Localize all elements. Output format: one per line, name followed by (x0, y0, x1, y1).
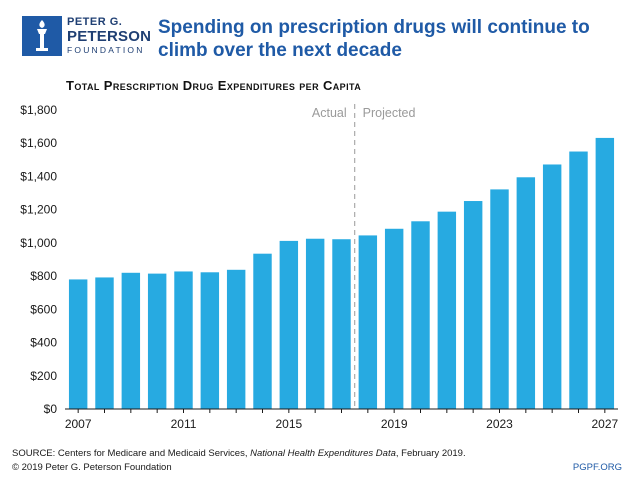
y-tick-label: $200 (30, 369, 57, 383)
y-tick-label: $800 (30, 269, 57, 283)
x-tick-label: 2007 (65, 417, 92, 431)
logo-line-1: PETER G. (67, 16, 123, 28)
copyright: © 2019 Peter G. Peterson Foundation (12, 462, 172, 473)
y-tick-label: $600 (30, 302, 57, 316)
logo: PETER G. PETERSON FOUNDATION (22, 16, 152, 58)
y-tick-label: $1,600 (20, 136, 57, 150)
bar-2017 (332, 239, 351, 409)
y-tick-label: $1,200 (20, 203, 57, 217)
x-tick-label: 2023 (486, 417, 513, 431)
source-title: National Health Expenditures Data (250, 448, 396, 459)
source-note: SOURCE: Centers for Medicare and Medicai… (12, 448, 466, 459)
bar-2008 (95, 277, 114, 409)
bar-2010 (147, 273, 167, 409)
x-tick-label: 2015 (275, 417, 302, 431)
x-tick-label: 2011 (171, 417, 197, 431)
bar-2024 (516, 177, 536, 409)
y-tick-label: $1,800 (20, 103, 57, 117)
actual-label: Actual (312, 106, 347, 120)
y-tick-label: $1,400 (20, 169, 57, 183)
chart-title: Total Prescription Drug Expenditures per… (66, 78, 362, 93)
bar-2009 (121, 272, 141, 409)
headline: Spending on prescription drugs will cont… (158, 17, 590, 61)
y-tick-label: $400 (30, 336, 57, 350)
logo-line-2: PETERSON (67, 28, 152, 45)
bar-2023 (490, 189, 509, 409)
bar-chart: $0 $200 $400 $600 $800 $1,000 $1,200 $1,400 $1,6… (20, 103, 618, 431)
bar-2025 (542, 164, 562, 409)
source-suffix: , February 2019. (395, 448, 466, 459)
torch-icon (22, 16, 62, 56)
bar-2015 (279, 240, 299, 409)
y-tick-label: $1,000 (20, 236, 57, 250)
bar-2027 (595, 137, 615, 409)
bar-2026 (569, 151, 588, 409)
y-tick-label: $0 (44, 402, 58, 416)
bar-2022 (463, 201, 483, 409)
projected-label: Projected (363, 106, 416, 120)
bar-2018 (358, 235, 378, 409)
source-prefix: SOURCE: Centers for Medicare and Medicai… (12, 448, 251, 459)
bar-2007 (68, 279, 88, 409)
bar-2019 (384, 228, 404, 409)
bar-2011 (174, 271, 193, 409)
x-tick-label: 2019 (381, 417, 408, 431)
x-tick-label: 2027 (591, 417, 618, 431)
bar-2021 (437, 211, 457, 409)
site-link[interactable]: PGPF.ORG (572, 462, 622, 473)
bar-2013 (226, 269, 246, 409)
logo-line-3: FOUNDATION (67, 45, 145, 55)
bar-2014 (253, 253, 272, 409)
bar-2012 (200, 272, 220, 409)
bar-2016 (305, 238, 325, 409)
bar-2020 (411, 221, 430, 409)
